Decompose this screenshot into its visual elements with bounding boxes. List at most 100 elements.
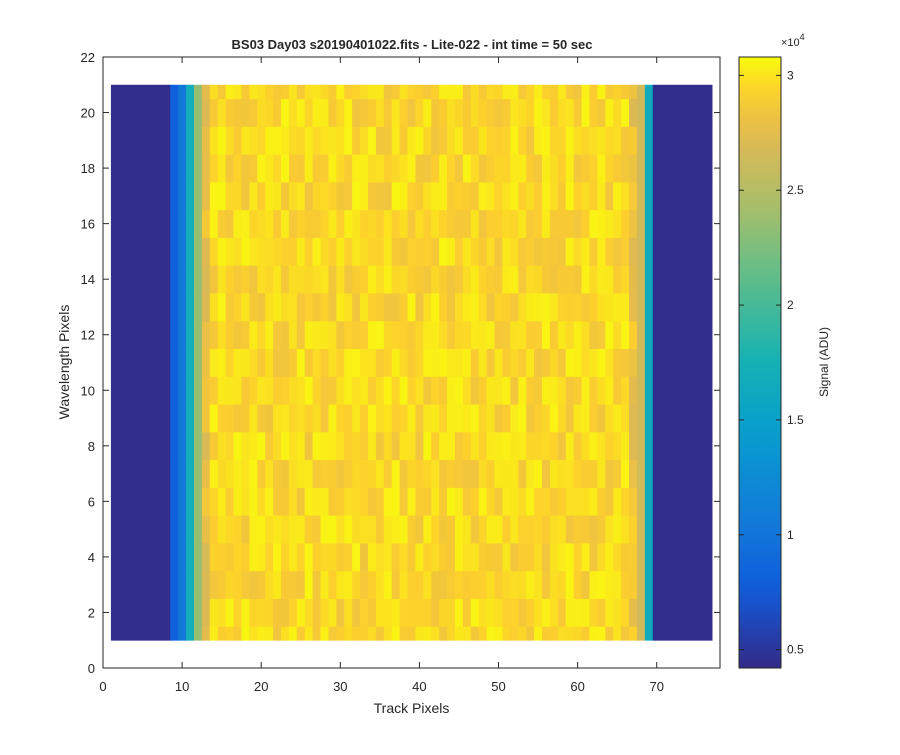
heatmap-cell bbox=[162, 84, 171, 100]
heatmap-cell bbox=[336, 265, 345, 294]
heatmap-cell bbox=[375, 404, 385, 433]
heatmap-cell bbox=[186, 459, 195, 488]
heatmap-cell bbox=[684, 293, 693, 322]
heatmap-cell bbox=[138, 293, 147, 322]
heatmap-cell bbox=[676, 404, 685, 433]
heatmap-cell bbox=[114, 348, 124, 377]
heatmap-cell bbox=[288, 626, 298, 641]
heatmap-cell bbox=[684, 209, 693, 238]
heatmap-cell bbox=[265, 543, 274, 572]
heatmap-cell bbox=[114, 98, 124, 127]
heatmap-cell bbox=[549, 209, 559, 238]
heatmap-cell bbox=[193, 431, 203, 461]
heatmap-cell bbox=[146, 181, 155, 211]
heatmap-cell bbox=[146, 626, 155, 641]
heatmap-cell bbox=[114, 487, 124, 516]
x-tick-label: 40 bbox=[412, 679, 426, 694]
heatmap-cell bbox=[344, 570, 353, 599]
heatmap-cell bbox=[589, 626, 598, 641]
heatmap-cell bbox=[280, 126, 290, 155]
heatmap-cell bbox=[494, 459, 503, 488]
heatmap-cell bbox=[510, 404, 519, 433]
heatmap-cell bbox=[470, 237, 480, 266]
heatmap-cell bbox=[534, 376, 543, 405]
heatmap-cell bbox=[399, 459, 408, 488]
heatmap-cell bbox=[407, 570, 416, 599]
heatmap-cell bbox=[439, 431, 448, 461]
heatmap-cell bbox=[431, 98, 440, 127]
heatmap-cell bbox=[225, 487, 234, 516]
heatmap-cell bbox=[455, 126, 464, 155]
heatmap-cell bbox=[383, 348, 393, 377]
heatmap-cell bbox=[534, 348, 543, 377]
heatmap-cell bbox=[462, 181, 472, 211]
heatmap-cell bbox=[233, 598, 242, 627]
heatmap-cell bbox=[668, 265, 677, 294]
heatmap-cell bbox=[660, 265, 669, 294]
heatmap-cell bbox=[573, 348, 582, 377]
heatmap-cell bbox=[431, 237, 440, 266]
heatmap-cell bbox=[391, 181, 401, 211]
heatmap-cell bbox=[486, 598, 495, 627]
heatmap-cell bbox=[360, 459, 369, 488]
heatmap-cell bbox=[225, 348, 234, 377]
heatmap-cell bbox=[178, 320, 187, 350]
heatmap-cell bbox=[518, 154, 527, 183]
heatmap-cell bbox=[122, 320, 132, 350]
heatmap-cell bbox=[447, 487, 456, 516]
heatmap-cell bbox=[130, 84, 139, 100]
heatmap-cell bbox=[312, 98, 321, 127]
heatmap-cell bbox=[138, 181, 147, 211]
heatmap-cell bbox=[621, 84, 630, 100]
heatmap-cell bbox=[676, 84, 685, 100]
heatmap-cell bbox=[233, 181, 242, 211]
heatmap-cell bbox=[621, 237, 630, 266]
heatmap-cell bbox=[114, 154, 124, 183]
heatmap-cell bbox=[288, 181, 298, 211]
heatmap-cell bbox=[510, 209, 519, 238]
heatmap-cell bbox=[209, 431, 219, 461]
heatmap-cell bbox=[336, 293, 345, 322]
heatmap-cell bbox=[130, 265, 139, 294]
heatmap-cell bbox=[415, 320, 424, 350]
heatmap-cell bbox=[257, 459, 266, 488]
heatmap-cell bbox=[510, 293, 519, 322]
heatmap-cell bbox=[178, 84, 187, 100]
heatmap-cell bbox=[518, 98, 527, 127]
heatmap-cell bbox=[360, 570, 369, 599]
heatmap-cell bbox=[700, 598, 709, 627]
heatmap-cells bbox=[110, 84, 713, 641]
heatmap-cell bbox=[573, 570, 582, 599]
heatmap-cell bbox=[644, 376, 654, 405]
heatmap-cell bbox=[178, 126, 187, 155]
heatmap-cell bbox=[296, 265, 306, 294]
heatmap-cell bbox=[360, 237, 369, 266]
heatmap-cell bbox=[399, 98, 408, 127]
heatmap-cell bbox=[233, 265, 242, 294]
heatmap-cell bbox=[249, 543, 258, 572]
x-tick-label: 10 bbox=[175, 679, 189, 694]
heatmap-cell bbox=[146, 487, 155, 516]
heatmap-cell bbox=[660, 126, 669, 155]
heatmap-cell bbox=[660, 181, 669, 211]
heatmap-cell bbox=[217, 626, 227, 641]
heatmap-cell bbox=[407, 265, 416, 294]
heatmap-cell bbox=[407, 431, 416, 461]
heatmap-cell bbox=[217, 293, 227, 322]
heatmap-cell bbox=[257, 626, 266, 641]
heatmap-cell bbox=[186, 348, 195, 377]
heatmap-cell bbox=[241, 265, 250, 294]
heatmap-cell bbox=[605, 431, 614, 461]
heatmap-cell bbox=[233, 404, 242, 433]
heatmap-cell bbox=[328, 348, 337, 377]
heatmap-cell bbox=[233, 293, 242, 322]
heatmap-cell bbox=[399, 570, 408, 599]
heatmap-cell bbox=[708, 404, 713, 433]
heatmap-cell bbox=[399, 487, 408, 516]
heatmap-cell bbox=[542, 376, 551, 405]
heatmap-cell bbox=[518, 84, 527, 100]
heatmap-cell bbox=[233, 376, 242, 405]
heatmap-cell bbox=[375, 98, 385, 127]
heatmap-cell bbox=[257, 515, 266, 544]
